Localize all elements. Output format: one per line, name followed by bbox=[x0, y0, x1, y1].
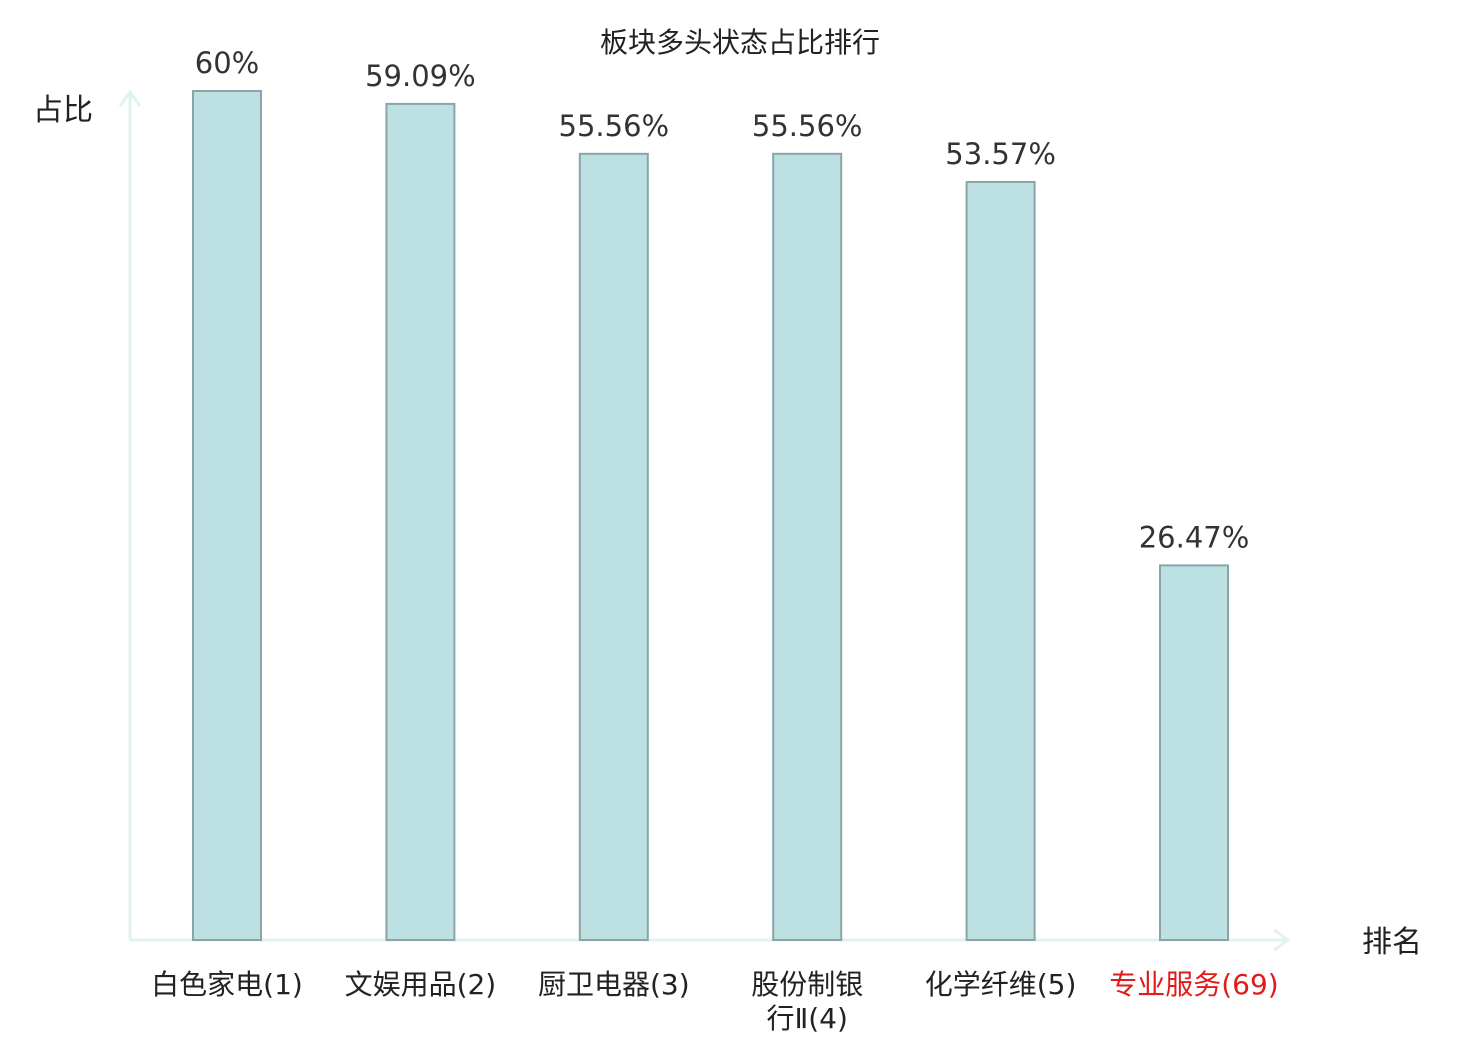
bar-value-label: 60% bbox=[195, 46, 259, 80]
category-tick-label: 白色家电(1) bbox=[151, 968, 303, 1001]
bar bbox=[192, 90, 262, 941]
category-tick-label: 专业服务(69) bbox=[1109, 968, 1278, 1001]
x-axis-arrow bbox=[1273, 928, 1291, 952]
bar bbox=[578, 152, 649, 942]
value-labels: 60% 59.09% 55.56% 55.56% 53.57% 26.47% bbox=[195, 46, 1250, 554]
bar bbox=[385, 102, 456, 941]
category-tick-label: 行Ⅱ(4) bbox=[766, 1002, 847, 1035]
category-tick-label: 股份制银 bbox=[751, 968, 863, 1001]
chart-title: 板块多头状态占比排行 bbox=[600, 26, 880, 59]
bar-value-label: 55.56% bbox=[559, 109, 670, 143]
category-tick-label: 化学纤维(5) bbox=[925, 968, 1077, 1001]
bars bbox=[192, 90, 1229, 942]
bar-value-label: 53.57% bbox=[945, 137, 1056, 171]
bar-value-label: 26.47% bbox=[1139, 520, 1250, 554]
bar bbox=[965, 181, 1036, 941]
bar bbox=[772, 152, 843, 942]
bar-value-label: 55.56% bbox=[752, 109, 863, 143]
bar bbox=[1159, 564, 1229, 942]
y-axis-label: 占比 bbox=[33, 93, 93, 128]
y-axis-arrow bbox=[118, 89, 142, 107]
category-tick-label: 文娱用品(2) bbox=[345, 968, 497, 1001]
category-tick-label: 厨卫电器(3) bbox=[538, 968, 690, 1001]
x-axis-label: 排名 bbox=[1362, 925, 1422, 960]
bar-value-label: 59.09% bbox=[365, 59, 476, 93]
axes bbox=[118, 89, 1291, 952]
